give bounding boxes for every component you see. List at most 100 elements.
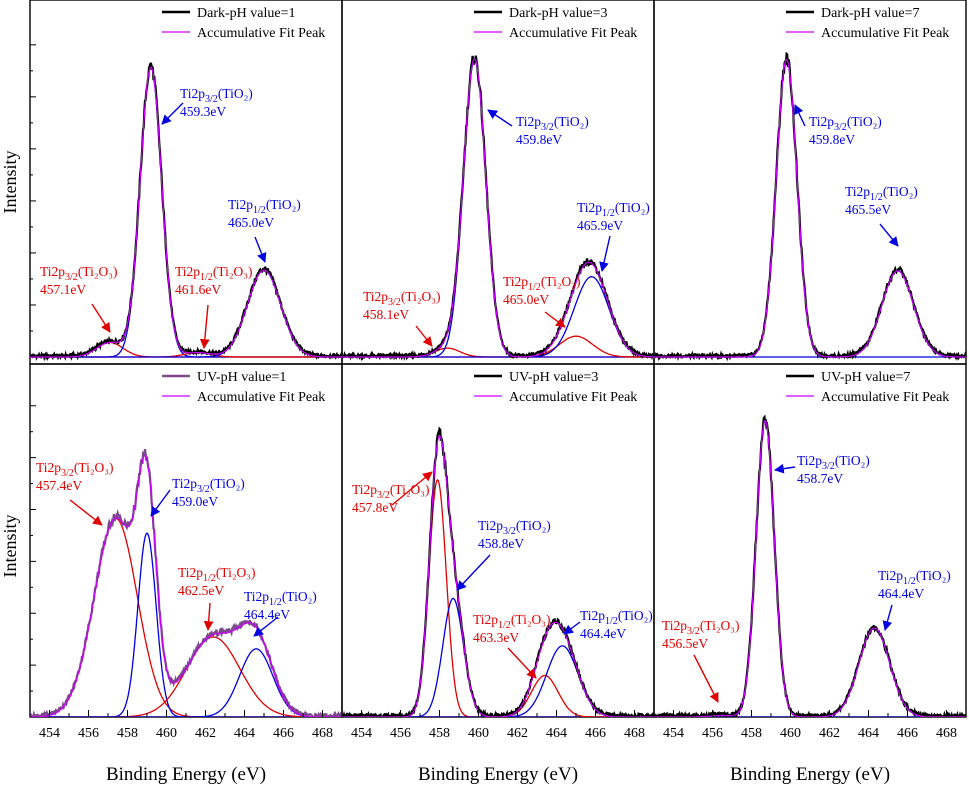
x-tick-label: 454 xyxy=(663,726,684,741)
x-tick-label: 464 xyxy=(546,726,567,741)
peak-energy-uv-ph1-0: 457.4eV xyxy=(36,478,82,493)
peak-energy-dark-ph1-2: 461.6eV xyxy=(175,282,221,297)
peak-label-uv-ph3-1: Ti2p3/2(TiO₂) xyxy=(478,518,551,537)
x-tick-label: 460 xyxy=(468,726,489,741)
x-tick-label: 454 xyxy=(39,726,60,741)
component-peak-dark-ph7-0 xyxy=(654,58,966,358)
peak-arrow-uv-ph7-2 xyxy=(882,604,893,631)
legend-label-fit: Accumulative Fit Peak xyxy=(821,26,949,41)
peak-energy-uv-ph3-0: 457.8eV xyxy=(352,500,398,515)
peak-label-dark-ph1-3: Ti2p1/2(TiO₂) xyxy=(228,197,301,216)
peak-arrow-dark-ph1-0 xyxy=(91,303,111,333)
legend-label-raw: Dark-pH value=7 xyxy=(821,6,919,21)
x-tick-label: 456 xyxy=(702,726,723,741)
peak-label-uv-ph7-1: Ti2p3/2(TiO₂) xyxy=(797,453,870,472)
x-tick-label: 456 xyxy=(78,726,99,741)
legend-label-raw: Dark-pH value=1 xyxy=(197,6,295,21)
component-peak-dark-ph7-1 xyxy=(654,270,966,358)
panel-dark-ph1 xyxy=(30,10,342,362)
peak-energy-dark-ph1-3: 465.0eV xyxy=(228,215,274,230)
peak-label-uv-ph1-0: Ti2p3/2(Ti₂O₃) xyxy=(36,460,114,479)
x-axis-label-1: Binding Energy (eV) xyxy=(106,764,266,785)
peak-energy-dark-ph3-1: 459.8eV xyxy=(516,132,562,147)
x-tick-label: 462 xyxy=(819,726,840,741)
peak-label-dark-ph3-1: Ti2p3/2(TiO₂) xyxy=(516,114,589,133)
x-axis-label-2: Binding Energy (eV) xyxy=(418,764,578,785)
raw-spectrum-dark-ph7 xyxy=(654,51,966,362)
peak-label-uv-ph1-2: Ti2p1/2(Ti₂O₃) xyxy=(178,565,256,584)
fit-curve-uv-ph3 xyxy=(342,435,654,717)
peak-energy-dark-ph3-0: 458.1eV xyxy=(363,307,409,322)
fit-curve-dark-ph3 xyxy=(342,58,654,358)
peak-label-dark-ph1-0: Ti2p3/2(Ti₂O₃) xyxy=(40,264,118,283)
panel-frame-dark-ph1 xyxy=(29,0,343,365)
peak-label-uv-ph1-1: Ti2p3/2(TiO₂) xyxy=(172,476,245,495)
x-tick-label: 464 xyxy=(234,726,255,741)
peak-energy-dark-ph3-2: 465.0eV xyxy=(503,292,549,307)
peak-label-uv-ph3-2: Ti2p1/2(Ti₂O₃) xyxy=(473,612,551,631)
peak-label-uv-ph3-0: Ti2p3/2(Ti₂O₃) xyxy=(352,482,430,501)
x-tick-label: 458 xyxy=(741,726,762,741)
legend-label-raw: UV-pH value=3 xyxy=(509,370,598,385)
peak-arrow-uv-ph7-1 xyxy=(774,463,796,474)
panel-uv-ph7 xyxy=(654,374,966,717)
x-tick-label: 468 xyxy=(624,726,645,741)
peak-arrow-uv-ph3-0 xyxy=(391,471,433,506)
peak-label-dark-ph1-1: Ti2p3/2(TiO₂) xyxy=(180,86,253,105)
peak-arrow-uv-ph7-0 xyxy=(693,654,719,703)
peak-label-dark-ph3-2: Ti2p1/2(Ti₂O₃) xyxy=(503,274,581,293)
x-tick-label: 458 xyxy=(429,726,450,741)
peak-label-uv-ph7-2: Ti2p1/2(TiO₂) xyxy=(878,568,951,587)
panel-dark-ph7 xyxy=(654,10,966,362)
peak-energy-uv-ph3-2: 463.3eV xyxy=(473,630,519,645)
component-peak-uv-ph1-1 xyxy=(30,532,342,717)
x-tick-label: 466 xyxy=(585,726,606,741)
peak-arrow-uv-ph1-3 xyxy=(253,616,279,637)
legend-label-raw: UV-pH value=1 xyxy=(197,370,286,385)
peak-energy-dark-ph1-1: 459.3eV xyxy=(180,104,226,119)
peak-energy-uv-ph7-1: 458.7eV xyxy=(797,471,843,486)
peak-energy-uv-ph1-3: 464.4eV xyxy=(244,607,290,622)
x-tick-label: 468 xyxy=(312,726,333,741)
legend-label-fit: Accumulative Fit Peak xyxy=(197,390,325,405)
panel-uv-ph1 xyxy=(30,374,342,717)
peak-label-uv-ph1-3: Ti2p1/2(TiO₂) xyxy=(244,589,317,608)
component-peak-uv-ph3-3 xyxy=(342,645,654,717)
peak-energy-uv-ph3-3: 464.4eV xyxy=(580,626,626,641)
y-axis-label-bottom: Intensity xyxy=(0,515,20,578)
y-axis-label-top: Intensity xyxy=(0,151,20,214)
x-tick-label: 454 xyxy=(351,726,372,741)
x-tick-label: 460 xyxy=(156,726,177,741)
peak-energy-dark-ph7-1: 465.5eV xyxy=(845,202,891,217)
peak-arrow-dark-ph3-0 xyxy=(415,325,433,347)
peak-label-dark-ph3-3: Ti2p1/2(TiO₂) xyxy=(577,200,650,219)
component-peak-uv-ph3-0 xyxy=(342,479,654,717)
x-tick-label: 466 xyxy=(273,726,294,741)
peak-arrow-uv-ph1-1 xyxy=(150,489,171,517)
peak-arrow-dark-ph1-3 xyxy=(254,236,267,263)
peak-energy-dark-ph1-0: 457.1eV xyxy=(40,282,86,297)
peak-arrow-dark-ph1-1 xyxy=(161,102,184,125)
peak-arrow-uv-ph1-0 xyxy=(69,499,103,526)
peak-label-uv-ph3-3: Ti2p1/2(TiO₂) xyxy=(580,608,653,627)
peak-arrow-uv-ph3-1 xyxy=(456,554,491,591)
legend-label-raw: Dark-pH value=3 xyxy=(509,6,607,21)
legend-label-raw: UV-pH value=7 xyxy=(821,370,910,385)
peak-arrow-dark-ph7-1 xyxy=(879,223,899,247)
peak-arrow-dark-ph3-1 xyxy=(487,109,513,127)
x-tick-label: 464 xyxy=(858,726,879,741)
peak-arrow-dark-ph7-0 xyxy=(794,104,806,127)
peak-label-uv-ph7-0: Ti2p3/2(Ti₂O₃) xyxy=(662,618,740,637)
peak-energy-uv-ph7-0: 456.5eV xyxy=(662,636,708,651)
x-tick-label: 456 xyxy=(390,726,411,741)
peak-energy-uv-ph1-2: 462.5eV xyxy=(178,583,224,598)
legend-label-fit: Accumulative Fit Peak xyxy=(509,26,637,41)
fit-curve-dark-ph7 xyxy=(654,58,966,358)
peak-energy-uv-ph1-1: 459.0eV xyxy=(172,494,218,509)
peak-label-dark-ph1-2: Ti2p1/2(Ti₂O₃) xyxy=(175,264,253,283)
peak-label-dark-ph7-1: Ti2p1/2(TiO₂) xyxy=(845,184,918,203)
peak-arrow-uv-ph3-2 xyxy=(507,647,537,679)
peak-energy-dark-ph7-0: 459.8eV xyxy=(809,132,855,147)
panel-frame-uv-ph7 xyxy=(653,363,967,718)
panel-frame-uv-ph1 xyxy=(29,363,343,718)
